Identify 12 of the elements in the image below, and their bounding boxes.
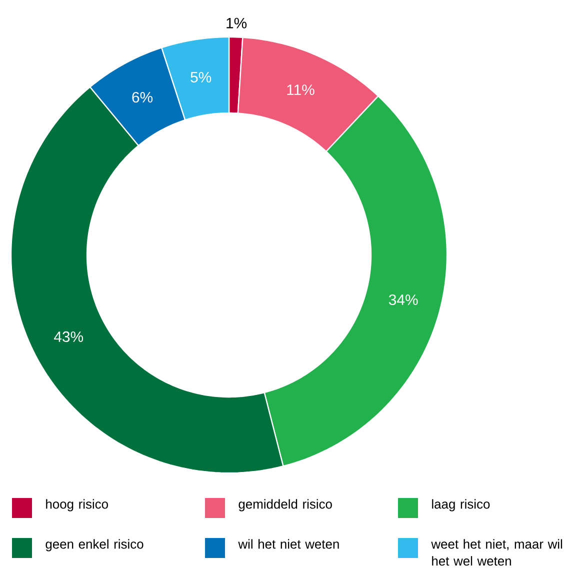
data-label: 43% [54, 331, 84, 342]
data-label: 6% [132, 92, 153, 103]
data-label: 1% [226, 18, 247, 28]
data-label: 11% [287, 84, 314, 96]
legend-label: gemiddeld risico [238, 499, 332, 512]
legend-label: wil het niet weten [238, 539, 339, 549]
data-label: 34% [388, 294, 418, 306]
legend-label: weet het niet, maar wil het wel weten [431, 539, 562, 566]
legend-label: laag risico [432, 499, 490, 512]
legend-label: geen enkel risico [46, 539, 144, 552]
legend-label: hoog risico [46, 499, 108, 512]
data-label: 5% [190, 72, 212, 82]
